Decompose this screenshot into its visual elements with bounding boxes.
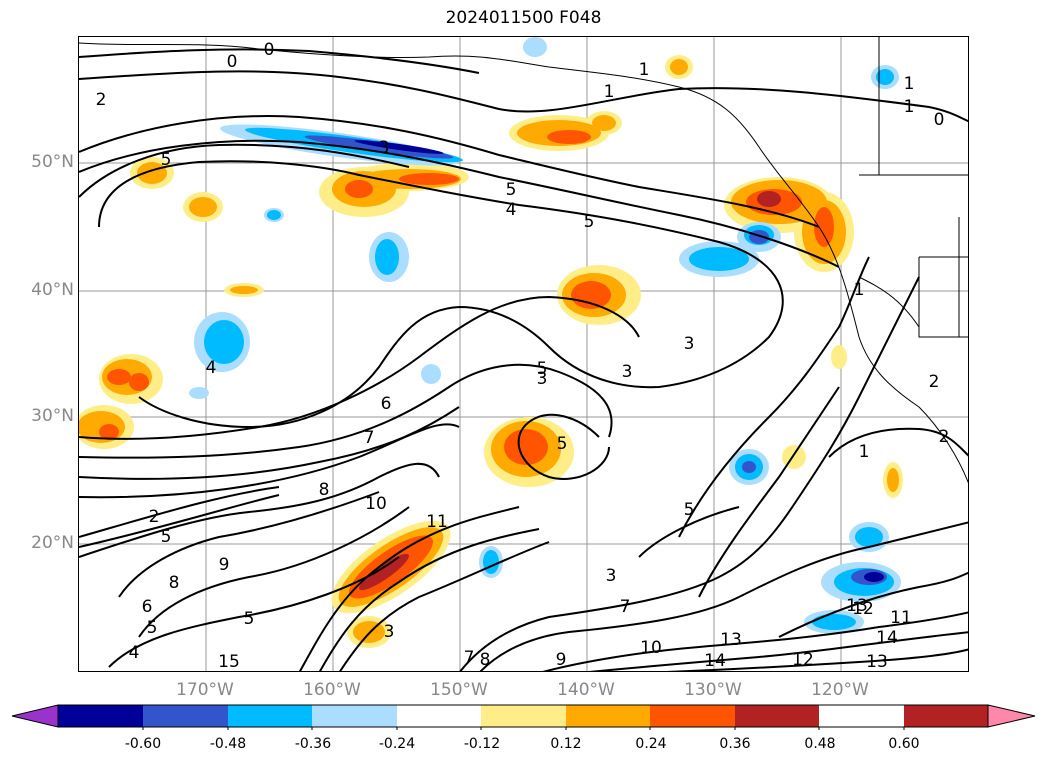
lon-label-120w: 120°W: [811, 680, 869, 700]
colorbar-label: -0.36: [294, 736, 332, 752]
colorbar-segment: [566, 705, 650, 727]
contour-label: 8: [319, 480, 330, 500]
contour-label: 11: [890, 608, 912, 628]
contour-label: 13: [846, 596, 868, 616]
contour-label: 5: [506, 180, 517, 200]
colorbar-segment: [481, 705, 566, 727]
colorbar-label: 0.24: [635, 736, 667, 752]
contour-label: 2: [149, 507, 160, 527]
contour-label: 6: [381, 394, 392, 414]
contour-label: 5: [584, 212, 595, 232]
colorbar-label: -0.48: [209, 736, 247, 752]
colorbar-segment: [650, 705, 735, 727]
colorbar-label: 0.36: [719, 736, 751, 752]
contour-label: 12: [852, 599, 874, 619]
contour-label: 3: [606, 566, 617, 586]
contour-label: 7: [364, 428, 375, 448]
contour-label: 5: [161, 150, 172, 170]
contour-label: 8: [480, 650, 491, 670]
map-title: 2024011500 F048: [445, 8, 602, 28]
contour-label: 0: [264, 40, 275, 60]
colorbar-label: -0.12: [463, 736, 501, 752]
contour-label: 3: [384, 622, 395, 642]
contour-label: 5: [537, 359, 548, 379]
colorbar-label: 0.48: [804, 736, 836, 752]
contour-label: 10: [640, 638, 662, 658]
contour-label: 1: [859, 442, 870, 462]
lat-label-50n: 50°N: [31, 152, 74, 172]
contour-label: 9: [219, 555, 230, 575]
lon-label-170w: 170°W: [176, 680, 234, 700]
contour-label: 0: [227, 52, 238, 72]
colorbar-segment: [58, 705, 143, 727]
contour-label: 14: [704, 651, 726, 671]
colorbar-segment: [397, 705, 481, 727]
contour-label: 4: [129, 643, 140, 663]
colorbar: [11, 704, 1036, 730]
contour-label: 5: [244, 609, 255, 629]
colorbar-extend-high: [987, 704, 1036, 728]
colorbar-extend-low: [11, 704, 59, 728]
colorbar-segment: [228, 705, 312, 727]
colorbar-segment: [904, 705, 988, 727]
contour-label: 1: [604, 82, 615, 102]
colorbar-label: -0.24: [378, 736, 416, 752]
lon-label-130w: 130°W: [684, 680, 742, 700]
contour-label: 1: [854, 280, 865, 300]
contour-label: 0: [934, 110, 945, 130]
lat-label-20n: 20°N: [31, 533, 74, 553]
contour-label: 3: [379, 138, 390, 158]
lon-label-160w: 160°W: [303, 680, 361, 700]
colorbar-outline: [57, 704, 989, 728]
lat-label-30n: 30°N: [31, 406, 74, 426]
colorbar-label: 0.60: [888, 736, 920, 752]
contour-label: 8: [169, 573, 180, 593]
contour-label: 3: [622, 362, 633, 382]
contour-label: 11: [426, 512, 448, 532]
contour-label: 2: [96, 90, 107, 110]
contour-label: 1: [904, 74, 915, 94]
contour-label: 6: [142, 597, 153, 617]
map-panel: 0 0 1 2 1 0 5 3 5 4 5 1 1 3 3 6 7 5 3 4 5 2 8 10 11 3 5 8 9 7 6 5 4 5 13 14…: [78, 36, 969, 672]
contour-lines: [79, 48, 968, 671]
contour-label: 1: [904, 97, 915, 117]
contour-label: 1: [639, 60, 650, 80]
lat-label-40n: 40°N: [31, 280, 74, 300]
colorbar-segment: [312, 705, 397, 727]
contour-label: 7: [620, 597, 631, 617]
contour-label: 7: [464, 648, 475, 668]
lon-label-150w: 150°W: [430, 680, 488, 700]
contour-label: 15: [218, 652, 240, 672]
colorbar-segment: [735, 705, 819, 727]
contour-label: 3: [684, 334, 695, 354]
colorbar-label: -0.60: [124, 736, 162, 752]
contour-label: 9: [556, 650, 567, 670]
contour-label: 2: [929, 372, 940, 392]
lon-label-140w: 140°W: [557, 680, 615, 700]
colorbar-segment: [143, 705, 228, 727]
colorbar-label: 0.12: [550, 736, 582, 752]
contour-label: 3: [537, 369, 548, 389]
contour-label: 4: [206, 358, 217, 378]
contour-label: 14: [876, 628, 898, 648]
contour-label: 5: [161, 527, 172, 547]
contour-label: 10: [365, 494, 387, 514]
contour-label: 2: [939, 427, 950, 447]
contour-label: 13: [866, 652, 888, 672]
contour-label: 5: [684, 500, 695, 520]
contour-label: 13: [720, 630, 742, 650]
contour-label: 5: [557, 434, 568, 454]
contour-label: 12: [792, 650, 814, 670]
contour-label: 5: [147, 618, 158, 638]
contour-label: 4: [506, 200, 517, 220]
shaded-fields: [79, 37, 903, 648]
